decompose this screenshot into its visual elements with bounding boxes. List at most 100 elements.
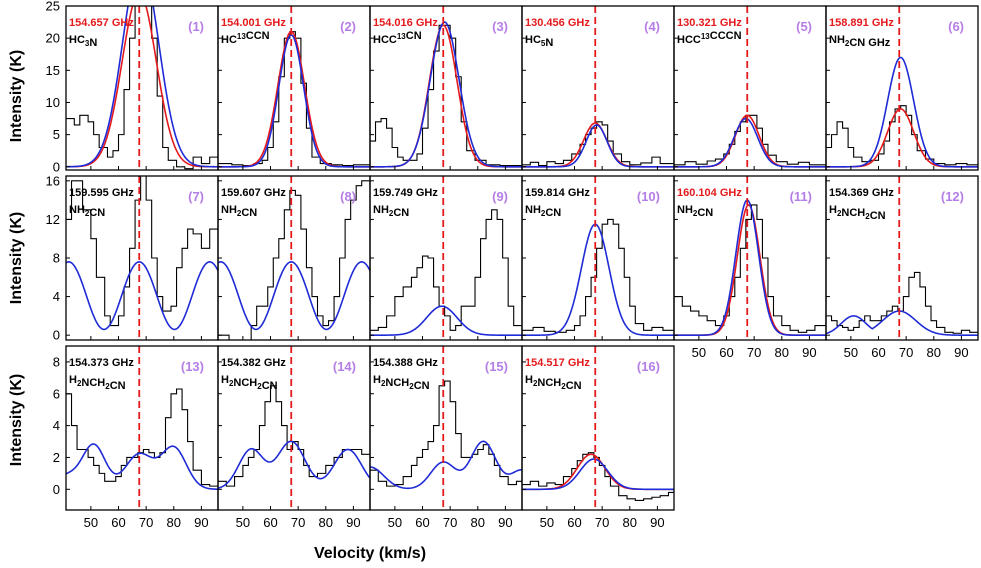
- y-tick-label: 6: [53, 386, 60, 401]
- panel-number: (12): [941, 189, 964, 204]
- y-tick-label: 0: [53, 482, 60, 497]
- molecule-label: H2NCH2CN: [525, 374, 582, 392]
- model-blue: [66, 6, 218, 168]
- panel-8: 159.607 GHz NH2CN (8): [217, 175, 371, 341]
- molecule-label: H2NCH2CN: [829, 204, 886, 222]
- observed-spectrum: [66, 176, 218, 327]
- y-axis-label-row-1: Intensity (K): [8, 50, 25, 142]
- model-fit-red: [370, 24, 522, 168]
- model-fit-red: [674, 114, 826, 168]
- x-tick-label: 60: [871, 345, 885, 360]
- model-blue: [218, 261, 370, 331]
- observed-spectrum: [370, 24, 522, 167]
- panel-number: (8): [340, 189, 356, 204]
- frequency-label: 154.657 GHz: [69, 17, 134, 29]
- model-fit-red: [218, 30, 370, 168]
- y-tick-label: 4: [53, 289, 60, 304]
- panel-plot-area: [370, 176, 522, 340]
- x-tick-label: 60: [263, 515, 277, 530]
- y-tick-label: 10: [46, 95, 60, 110]
- x-tick-label: 80: [167, 515, 181, 530]
- frequency-label: 154.517 GHz: [525, 357, 590, 369]
- panel-10: 159.814 GHz NH2CN (10): [521, 175, 675, 341]
- y-tick-label: 8: [53, 354, 60, 369]
- panel-plot-area: [826, 176, 978, 340]
- model-blue: [66, 443, 218, 491]
- panel-number: (7): [188, 189, 204, 204]
- y-tick-label: 4: [53, 418, 60, 433]
- model-blue: [218, 34, 370, 168]
- panel-plot-area: [522, 176, 674, 340]
- x-tick-label: 90: [498, 515, 512, 530]
- x-tick-label: 80: [927, 345, 941, 360]
- x-tick-label: 80: [775, 345, 789, 360]
- x-axis-label: Velocity (km/s): [314, 545, 426, 562]
- x-tick-label: 50: [540, 515, 554, 530]
- observed-spectrum: [66, 6, 218, 170]
- observed-spectrum: [218, 385, 370, 487]
- frequency-label: 154.369 GHz: [829, 187, 894, 199]
- y-tick-label: 15: [46, 63, 60, 78]
- molecule-label: H2NCH2CN: [373, 374, 430, 392]
- panel-14: 50 60 70 80 90 154.382 GHz H2NCH2CN (14): [217, 345, 371, 530]
- molecule-label: NH2CN: [373, 204, 409, 219]
- panel-4: 130.456 GHz HC5N (4): [521, 5, 675, 171]
- observed-spectrum: [218, 31, 370, 167]
- frequency-label: 154.016 GHz: [373, 17, 438, 29]
- panel-plot-area: [66, 176, 218, 340]
- frequency-label: 160.104 GHz: [677, 187, 742, 199]
- panel-13: 0 2 4 6 8 50 60 70 80 90 154.373 GHz H2NCH2CN (13): [53, 345, 219, 530]
- x-tick-label: 50: [844, 345, 858, 360]
- panel-6: 158.891 GHz NH2CN GHz (6): [825, 5, 979, 171]
- panel-plot-area: [218, 176, 370, 340]
- panel-9: 159.749 GHz NH2CN (9): [369, 175, 523, 341]
- y-tick-label: 2: [53, 450, 60, 465]
- panel-12: 50 60 70 80 90 154.369 GHz H2NCH2CN (12): [825, 175, 979, 360]
- frequency-label: 154.388 GHz: [373, 357, 438, 369]
- observed-spectrum: [66, 388, 218, 487]
- x-tick-label: 80: [319, 515, 333, 530]
- y-tick-label: 20: [46, 31, 60, 46]
- x-tick-label: 70: [443, 515, 457, 530]
- model-blue: [674, 199, 826, 336]
- frequency-label: 159.595 GHz: [69, 187, 134, 199]
- observed-spectrum: [826, 105, 978, 166]
- x-tick-label: 50: [692, 345, 706, 360]
- panel-number: (13): [181, 359, 204, 374]
- x-tick-label: 60: [719, 345, 733, 360]
- y-tick-label: 16: [46, 173, 60, 188]
- panel-number: (1): [188, 19, 204, 34]
- molecule-label: NH2CN: [69, 204, 105, 219]
- panel-number: (15): [485, 359, 508, 374]
- panel-number: (9): [492, 189, 508, 204]
- panel-number: (6): [948, 19, 964, 34]
- y-axis-label-row-3: Intensity (K): [8, 374, 25, 466]
- x-tick-label: 90: [650, 515, 664, 530]
- panel-7: 0 4 8 12 16 159.595 GHz NH2CN (7): [46, 173, 219, 343]
- observed-spectrum: [674, 204, 826, 333]
- x-tick-label: 70: [139, 515, 153, 530]
- frequency-label: 159.607 GHz: [221, 187, 286, 199]
- model-blue: [826, 56, 978, 168]
- model-fit-red: [522, 122, 674, 168]
- y-tick-label: 8: [53, 251, 60, 266]
- panel-1: 0 5 10 15 20 25 154.657 GHz HC3N (1): [46, 0, 219, 174]
- y-tick-label: 25: [46, 0, 60, 14]
- panel-frame: [521, 345, 675, 511]
- observed-spectrum: [370, 380, 522, 487]
- x-tick-label: 80: [623, 515, 637, 530]
- observed-spectrum: [522, 218, 674, 333]
- model-fit-red: [674, 204, 826, 336]
- molecule-label: NH2CN: [221, 204, 257, 219]
- model-fit-red: [826, 108, 978, 168]
- observed-spectrum: [370, 209, 522, 331]
- molecule-label: HC3N: [69, 34, 97, 49]
- frequency-label: 130.456 GHz: [525, 17, 590, 29]
- panel-16: 50 60 70 80 90 154.517 GHz H2NCH2CN (16): [521, 345, 675, 530]
- x-tick-label: 90: [802, 345, 816, 360]
- model-blue: [674, 117, 826, 168]
- x-tick-label: 70: [291, 515, 305, 530]
